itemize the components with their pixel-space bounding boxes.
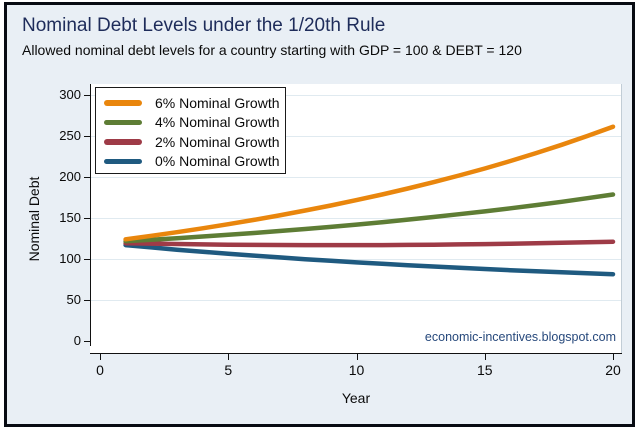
- y-tick: [84, 95, 90, 96]
- legend-swatch: [104, 100, 142, 106]
- legend-item-6-nominal-growth: 6% Nominal Growth: [96, 93, 285, 113]
- x-tick-label: 5: [224, 362, 233, 378]
- chart-title: Nominal Debt Levels under the 1/20th Rul…: [22, 15, 386, 36]
- legend-label: 6% Nominal Growth: [155, 94, 280, 111]
- legend-label: 4% Nominal Growth: [155, 114, 280, 131]
- x-axis-title: Year: [341, 390, 371, 406]
- x-tick-label: 15: [476, 362, 493, 378]
- gridline: [90, 136, 621, 137]
- legend-swatch: [104, 119, 142, 125]
- chart-subtitle: Allowed nominal debt levels for a countr…: [22, 42, 522, 58]
- legend-label: 2% Nominal Growth: [155, 133, 280, 150]
- y-tick-label: 200: [59, 169, 81, 184]
- x-tick-label: 10: [348, 362, 365, 378]
- gridline: [90, 95, 621, 96]
- legend-swatch: [104, 139, 142, 145]
- legend-label: 0% Nominal Growth: [155, 153, 280, 170]
- legend-item-2-nominal-growth: 2% Nominal Growth: [96, 132, 285, 152]
- legend: 6% Nominal Growth 4% Nominal Growth 2% Nom…: [95, 87, 286, 174]
- legend-item-4-nominal-growth: 4% Nominal Growth: [96, 113, 285, 133]
- series-lines: [123, 124, 616, 277]
- series-line-6-nominal-growth: [123, 124, 616, 242]
- series-line-2-nominal-growth: [123, 239, 616, 248]
- y-tick: [84, 218, 90, 219]
- watermark-text: economic-incentives.blogspot.com: [424, 330, 616, 344]
- y-tick: [84, 300, 90, 301]
- gridline: [90, 259, 621, 260]
- legend-swatch: [104, 158, 142, 164]
- y-tick: [84, 136, 90, 137]
- x-tick: [100, 354, 101, 360]
- legend-item-0-nominal-growth: 0% Nominal Growth: [96, 152, 285, 172]
- series-line-4-nominal-growth: [123, 192, 616, 244]
- y-tick-label: 100: [59, 251, 81, 266]
- y-tick-label: 0: [73, 333, 81, 348]
- y-tick: [84, 341, 90, 342]
- y-tick: [84, 259, 90, 260]
- y-tick-label: 150: [59, 210, 81, 225]
- y-tick-label: 250: [59, 128, 81, 143]
- gridline: [90, 300, 621, 301]
- gridline: [90, 218, 621, 219]
- x-axis-line: [90, 353, 622, 354]
- series-line-0-nominal-growth: [123, 242, 616, 277]
- y-axis-line: [90, 84, 91, 346]
- x-tick: [484, 354, 486, 360]
- y-axis-title: Nominal Debt: [26, 176, 42, 262]
- x-tick: [613, 354, 614, 360]
- x-tick-label: 20: [605, 362, 621, 378]
- x-tick: [356, 354, 358, 360]
- y-tick: [84, 177, 90, 178]
- x-tick-label: 0: [96, 362, 104, 378]
- y-tick-label: 50: [66, 292, 81, 307]
- x-tick: [228, 354, 230, 360]
- y-tick-label: 300: [59, 87, 81, 102]
- gridline: [90, 177, 621, 178]
